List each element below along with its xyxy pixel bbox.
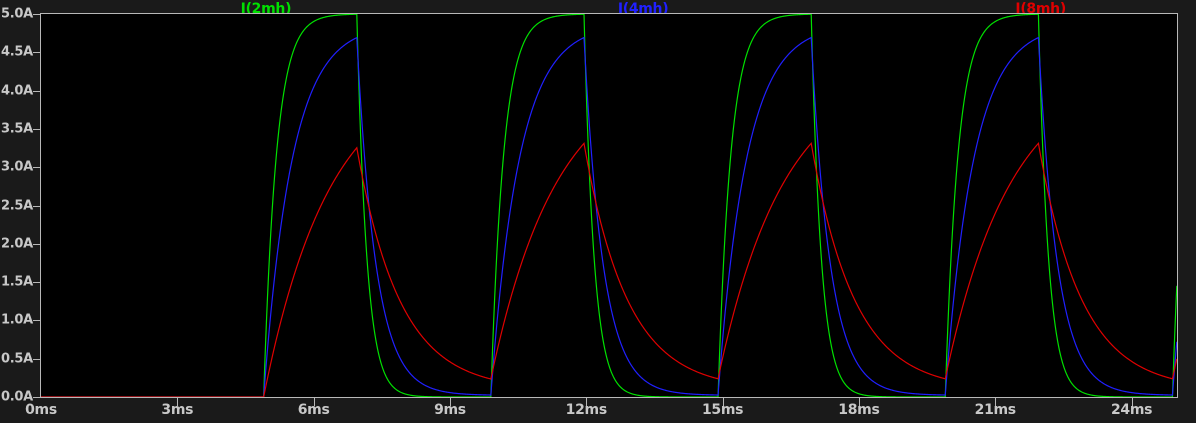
x-axis-tick-label: 6ms (297, 402, 330, 418)
plot-area[interactable] (40, 13, 1178, 398)
x-axis-tick-mark (449, 398, 451, 406)
y-axis-tick-mark (33, 167, 40, 169)
y-axis-tick-label: 1.0A (1, 312, 33, 328)
y-axis-tick-mark (33, 128, 40, 130)
trace-i8mh (41, 143, 1177, 397)
x-axis-tick-label: 18ms (838, 402, 880, 418)
x-axis-tick-mark (1131, 398, 1133, 406)
x-axis-tick-label: 9ms (434, 402, 466, 418)
y-axis-tick-label: 4.5A (1, 44, 33, 60)
x-axis-tick-label: 12ms (565, 402, 608, 418)
y-axis-tick-label: 3.5A (1, 121, 33, 137)
x-axis-tick-mark (313, 398, 315, 406)
x-axis-tick-mark (177, 398, 179, 406)
x-axis-tick-label: 15ms (701, 402, 744, 418)
y-axis-tick-label: 2.5A (1, 198, 33, 213)
trace-i4mh (41, 38, 1177, 397)
y-axis-tick-label: 0.0A (1, 389, 33, 405)
y-axis-tick-label: 0.5A (1, 351, 33, 367)
y-axis-tick-mark (33, 282, 40, 284)
y-axis-tick-mark (33, 205, 40, 207)
x-axis-tick-label: 0ms (25, 402, 57, 418)
y-axis-tick-mark (33, 243, 40, 245)
x-axis-tick-mark (722, 398, 724, 406)
y-axis-tick-label: 1.5A (1, 274, 33, 290)
x-axis-tick-mark (586, 398, 588, 406)
y-axis-tick-mark (33, 397, 40, 398)
y-axis-tick-mark (33, 90, 40, 92)
trace-canvas (41, 14, 1177, 397)
y-axis-tick-mark (33, 14, 40, 15)
trace-i2mh (41, 14, 1177, 397)
y-axis-tick-mark (33, 52, 40, 54)
y-axis-tick-label: 3.0A (1, 159, 33, 175)
x-axis-tick-mark (995, 398, 997, 406)
y-axis-tick-mark (33, 320, 40, 322)
x-axis-tick-label: 24ms (1110, 402, 1153, 418)
y-axis-tick-mark (33, 358, 40, 360)
x-axis-tick-label: 21ms (974, 402, 1017, 418)
y-axis-tick-label: 2.0A (1, 236, 33, 252)
x-axis-tick-label: 3ms (161, 402, 194, 418)
y-axis-tick-label: 5.0A (1, 6, 33, 22)
y-axis-tick-label: 4.0A (1, 83, 33, 99)
x-axis-tick-mark (858, 398, 860, 406)
